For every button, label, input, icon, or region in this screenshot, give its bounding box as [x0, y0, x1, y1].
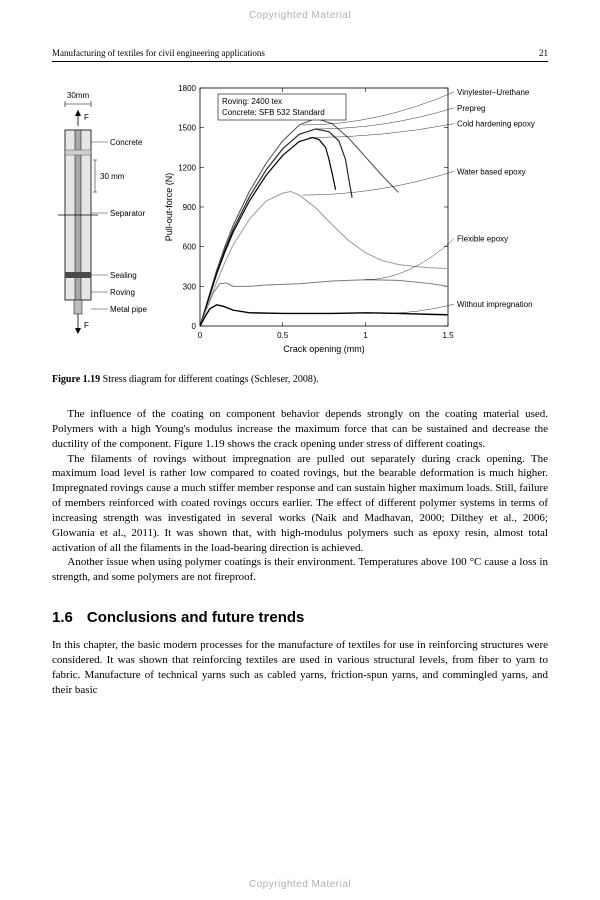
svg-text:900: 900 — [183, 203, 197, 212]
paragraph: In this chapter, the basic modern proces… — [52, 638, 548, 697]
paragraph: Another issue when using polymer coating… — [52, 555, 548, 585]
svg-text:Without impregnation: Without impregnation — [457, 300, 533, 309]
svg-text:1500: 1500 — [178, 124, 196, 133]
svg-text:Separator: Separator — [110, 209, 145, 218]
section-number: 1.6 — [52, 609, 73, 626]
watermark-bottom: Copyrighted Material — [0, 879, 600, 890]
svg-text:Metal pipe: Metal pipe — [110, 305, 147, 314]
running-title: Manufacturing of textiles for civil engi… — [52, 48, 265, 58]
section-body: In this chapter, the basic modern proces… — [52, 638, 548, 697]
svg-text:0: 0 — [198, 331, 203, 340]
svg-text:F: F — [84, 321, 89, 330]
watermark-top: Copyrighted Material — [0, 10, 600, 21]
figure-caption: Figure 1.19 Stress diagram for different… — [52, 374, 548, 385]
figure-number: Figure 1.19 — [52, 374, 100, 385]
svg-text:Water based epoxy: Water based epoxy — [457, 167, 526, 176]
svg-text:1: 1 — [363, 331, 368, 340]
figure-caption-text: Stress diagram for different coatings (S… — [103, 374, 319, 385]
svg-text:Cold hardening epoxy: Cold hardening epoxy — [457, 120, 535, 129]
page-number: 21 — [539, 48, 548, 58]
specimen-diagram: 30mm F 30 mm F Concrete Separator Sealing Rovin… — [52, 80, 152, 360]
svg-text:Prepreg: Prepreg — [457, 104, 485, 113]
svg-text:1200: 1200 — [178, 163, 196, 172]
svg-text:1.5: 1.5 — [442, 331, 454, 340]
body-text: The influence of the coating on componen… — [52, 407, 548, 585]
svg-text:Pull-out-force (N): Pull-out-force (N) — [164, 173, 174, 242]
svg-text:Concrete: SFB 532 Standard: Concrete: SFB 532 Standard — [222, 108, 325, 117]
svg-text:300: 300 — [183, 282, 197, 291]
svg-text:Crack opening (mm): Crack opening (mm) — [283, 344, 365, 354]
stress-chart: 0 300 600 900 1200 1500 1800 0 0.5 1 1.5 Crack open… — [158, 80, 548, 360]
svg-text:30 mm: 30 mm — [100, 172, 125, 181]
svg-text:0.5: 0.5 — [277, 331, 289, 340]
svg-text:Roving: 2400 tex: Roving: 2400 tex — [222, 97, 282, 106]
svg-text:Flexible epoxy: Flexible epoxy — [457, 235, 508, 244]
running-head: Manufacturing of textiles for civil engi… — [52, 48, 548, 62]
section-heading: 1.6 Conclusions and future trends — [52, 609, 548, 626]
paragraph: The filaments of rovings without impregn… — [52, 452, 548, 556]
svg-text:30mm: 30mm — [67, 91, 90, 100]
svg-text:Concrete: Concrete — [110, 138, 143, 147]
page-content: Manufacturing of textiles for civil engi… — [0, 0, 600, 738]
svg-text:0: 0 — [192, 322, 197, 331]
section-title: Conclusions and future trends — [87, 609, 305, 626]
svg-text:F: F — [84, 113, 89, 122]
svg-text:Vinylester–Urethane: Vinylester–Urethane — [457, 88, 530, 97]
svg-text:600: 600 — [183, 243, 197, 252]
paragraph: The influence of the coating on componen… — [52, 407, 548, 452]
svg-text:1800: 1800 — [178, 84, 196, 93]
svg-text:Roving: Roving — [110, 288, 135, 297]
svg-text:Sealing: Sealing — [110, 271, 137, 280]
figure-area: 30mm F 30 mm F Concrete Separator Sealing Rovin… — [52, 80, 548, 360]
